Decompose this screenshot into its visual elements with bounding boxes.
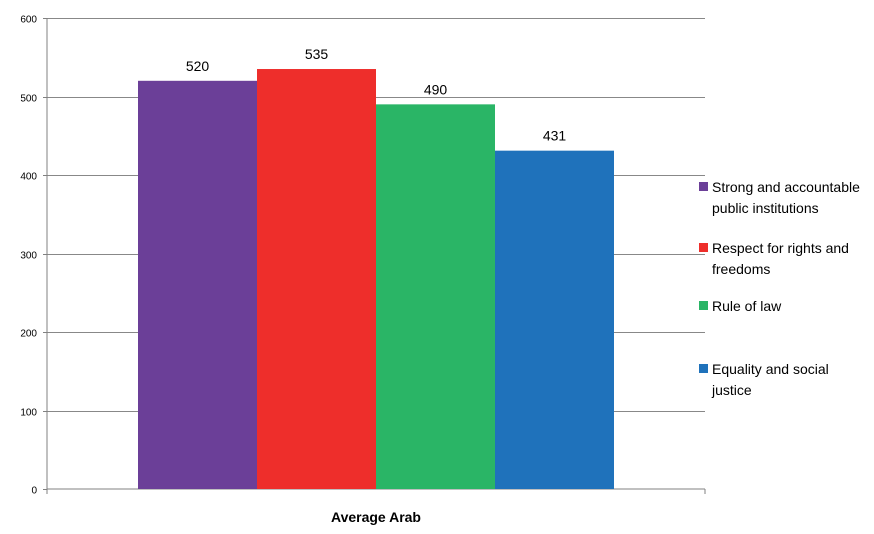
legend: Strong and accountable public institution…	[699, 179, 860, 398]
legend-swatch	[699, 243, 708, 252]
data-label: 431	[543, 128, 567, 144]
legend-swatch	[699, 364, 708, 373]
y-tick-labels: 0 100 200 300 400 500 600	[20, 15, 37, 497]
legend-label: freedoms	[712, 261, 770, 277]
legend-label: Respect for rights and	[712, 240, 849, 256]
y-tick-label: 0	[31, 486, 37, 497]
legend-label: Rule of law	[712, 298, 782, 314]
y-tick-label: 200	[20, 329, 37, 340]
bar	[376, 104, 495, 489]
legend-label: Strong and accountable	[712, 179, 860, 195]
y-tick-label: 100	[20, 408, 37, 419]
legend-swatch	[699, 182, 708, 191]
data-label: 520	[186, 58, 210, 74]
y-tick-label: 300	[20, 251, 37, 262]
legend-swatch	[699, 301, 708, 310]
y-tick-label: 600	[20, 15, 37, 26]
data-label: 535	[305, 46, 329, 62]
y-tick-label: 400	[20, 172, 37, 183]
category-label: Average Arab	[331, 509, 421, 525]
bar	[138, 80, 257, 490]
legend-label: justice	[711, 382, 752, 398]
data-labels: 520 535 490 431	[186, 46, 567, 144]
data-label: 490	[424, 81, 448, 97]
bar	[495, 150, 614, 490]
legend-label: public institutions	[712, 200, 819, 216]
category-labels: Average Arab	[331, 509, 421, 525]
legend-label: Equality and social	[712, 361, 829, 377]
y-tick-label: 500	[20, 94, 37, 105]
bar	[257, 69, 376, 490]
bars	[138, 69, 614, 490]
